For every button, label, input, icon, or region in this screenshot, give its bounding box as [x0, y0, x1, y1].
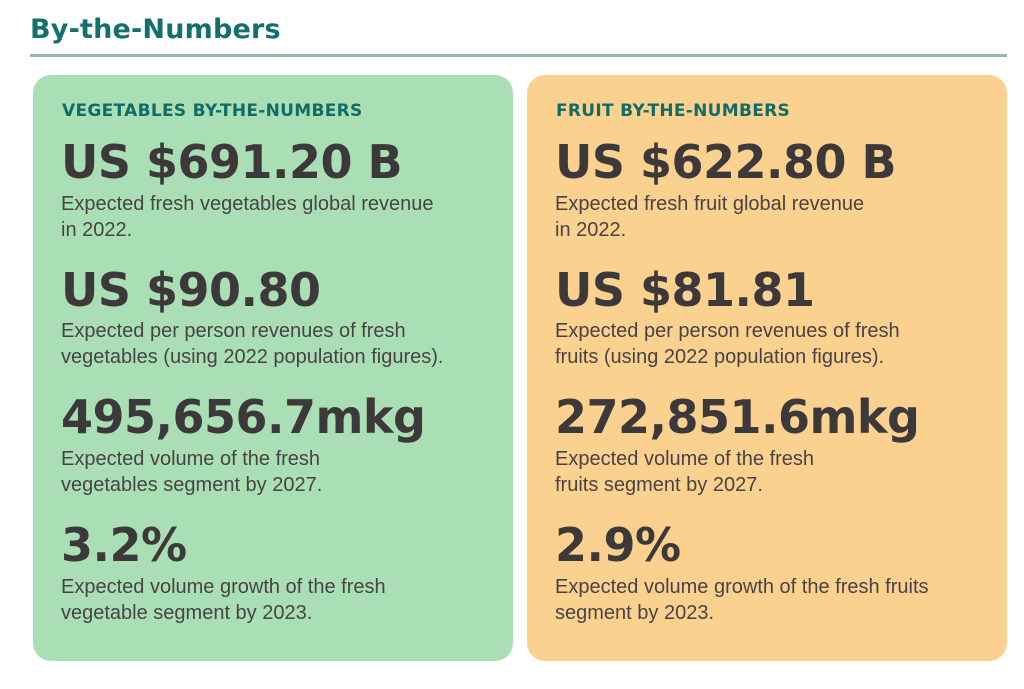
stat-value: 272,851.6mkg: [555, 390, 920, 445]
page-title: By-the-Numbers: [30, 14, 281, 45]
stat-group: US $81.81 Expected per person revenues o…: [555, 262, 979, 371]
stat-value: US $691.20 B: [61, 135, 403, 189]
stat-description: Expected fresh vegetables global revenue…: [61, 192, 434, 241]
stat-value: US $81.81: [555, 262, 815, 317]
stat-description: Expected per person revenues of fresh fr…: [555, 320, 900, 369]
stat-group: US $90.80 Expected per person revenues o…: [61, 262, 485, 371]
stat-group: 495,656.7mkg Expected volume of the fres…: [61, 393, 485, 498]
vegetables-card: VEGETABLES BY-THE-NUMBERS US $691.20 B E…: [33, 75, 513, 661]
stat-description: Expected volume growth of the fresh frui…: [555, 575, 929, 624]
stat-value: US $90.80: [61, 262, 321, 317]
fruit-card: FRUIT BY-THE-NUMBERS US $622.80 B Expect…: [527, 75, 1007, 661]
stat-value: US $622.80 B: [555, 135, 897, 189]
stat-description: Expected volume of the fresh vegetables …: [61, 448, 323, 497]
stat-value: 3.2%: [61, 518, 187, 573]
fruit-card-heading: FRUIT BY-THE-NUMBERS: [556, 101, 791, 121]
stat-value: 2.9%: [555, 518, 681, 573]
stat-value: 495,656.7mkg: [61, 390, 426, 445]
stat-description: Expected fresh fruit global revenue in 2…: [555, 192, 865, 241]
stat-group: US $622.80 B Expected fresh fruit global…: [555, 135, 979, 243]
stat-group: 3.2% Expected volume growth of the fresh…: [61, 518, 485, 626]
stat-description: Expected volume growth of the fresh vege…: [61, 575, 386, 624]
stat-description: Expected per person revenues of fresh ve…: [61, 320, 444, 369]
vegetables-card-heading: VEGETABLES BY-THE-NUMBERS: [62, 101, 363, 121]
stat-group: US $691.20 B Expected fresh vegetables g…: [61, 135, 485, 243]
stat-description: Expected volume of the fresh fruits segm…: [555, 448, 815, 497]
stats-cards-row: VEGETABLES BY-THE-NUMBERS US $691.20 B E…: [33, 75, 1024, 661]
title-divider: [30, 54, 1007, 57]
stat-group: 272,851.6mkg Expected volume of the fres…: [555, 393, 979, 498]
stat-group: 2.9% Expected volume growth of the fresh…: [555, 518, 979, 626]
